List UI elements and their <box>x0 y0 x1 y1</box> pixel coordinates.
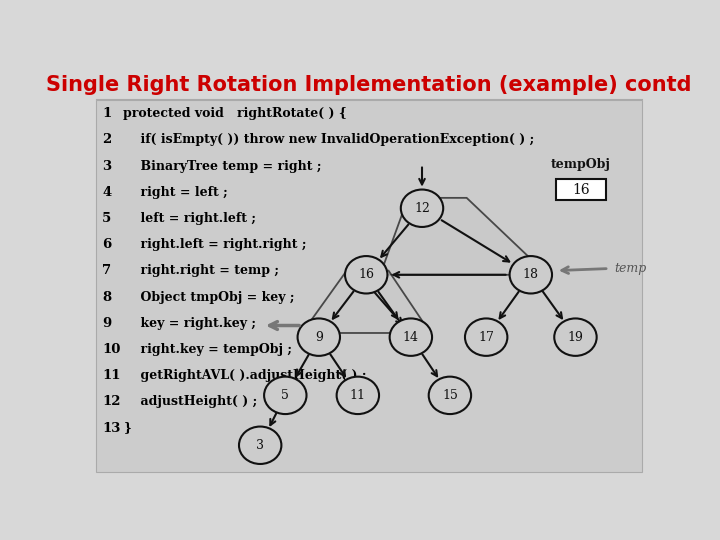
Text: 19: 19 <box>567 330 583 343</box>
Ellipse shape <box>554 319 597 356</box>
Text: 3: 3 <box>256 439 264 452</box>
Text: tempObj: tempObj <box>551 158 611 171</box>
Text: left = right.left ;: left = right.left ; <box>124 212 256 225</box>
Ellipse shape <box>428 377 471 414</box>
Polygon shape <box>302 271 431 333</box>
Text: 12: 12 <box>414 202 430 215</box>
Text: adjustHeight( ) ;: adjustHeight( ) ; <box>124 395 258 408</box>
Text: 13: 13 <box>102 422 121 435</box>
Ellipse shape <box>390 319 432 356</box>
Text: 9: 9 <box>102 317 112 330</box>
Text: key = right.key ;: key = right.key ; <box>124 317 256 330</box>
Text: 12: 12 <box>102 395 121 408</box>
Ellipse shape <box>297 319 340 356</box>
Ellipse shape <box>239 427 282 464</box>
Text: 6: 6 <box>102 238 112 251</box>
Text: right = left ;: right = left ; <box>124 186 228 199</box>
Ellipse shape <box>345 256 387 294</box>
Text: 18: 18 <box>523 268 539 281</box>
Text: getRightAVL( ).adjustHeight( ) ;: getRightAVL( ).adjustHeight( ) ; <box>124 369 367 382</box>
Text: 11: 11 <box>102 369 121 382</box>
Text: 11: 11 <box>350 389 366 402</box>
Text: 5: 5 <box>282 389 289 402</box>
Ellipse shape <box>465 319 508 356</box>
Text: 8: 8 <box>102 291 112 303</box>
Text: right.key = tempObj ;: right.key = tempObj ; <box>124 343 292 356</box>
Text: 4: 4 <box>102 186 112 199</box>
Text: }: } <box>124 422 131 435</box>
Text: 9: 9 <box>315 330 323 343</box>
Text: 5: 5 <box>102 212 112 225</box>
Text: 16: 16 <box>572 183 590 197</box>
Ellipse shape <box>401 190 444 227</box>
Text: 3: 3 <box>102 160 112 173</box>
Text: BinaryTree temp = right ;: BinaryTree temp = right ; <box>124 160 322 173</box>
Polygon shape <box>380 198 547 275</box>
Ellipse shape <box>337 377 379 414</box>
Text: 17: 17 <box>478 330 494 343</box>
Text: 10: 10 <box>102 343 121 356</box>
Text: right.left = right.right ;: right.left = right.right ; <box>124 238 307 251</box>
Text: Single Right Rotation Implementation (example) contd: Single Right Rotation Implementation (ex… <box>46 75 692 95</box>
Text: temp: temp <box>615 262 647 275</box>
Text: Object tmpObj = key ;: Object tmpObj = key ; <box>124 291 295 303</box>
Text: 1: 1 <box>102 107 112 120</box>
Bar <box>96 100 642 472</box>
Text: if( isEmpty( )) throw new InvalidOperationException( ) ;: if( isEmpty( )) throw new InvalidOperati… <box>124 133 535 146</box>
Text: right.right = temp ;: right.right = temp ; <box>124 265 279 278</box>
Text: 2: 2 <box>102 133 112 146</box>
Bar <box>556 179 606 200</box>
Ellipse shape <box>510 256 552 294</box>
Ellipse shape <box>264 377 307 414</box>
Text: 7: 7 <box>102 265 112 278</box>
Text: 16: 16 <box>359 268 374 281</box>
Text: protected void   rightRotate( ) {: protected void rightRotate( ) { <box>124 107 347 120</box>
Text: 14: 14 <box>403 330 419 343</box>
Text: 15: 15 <box>442 389 458 402</box>
